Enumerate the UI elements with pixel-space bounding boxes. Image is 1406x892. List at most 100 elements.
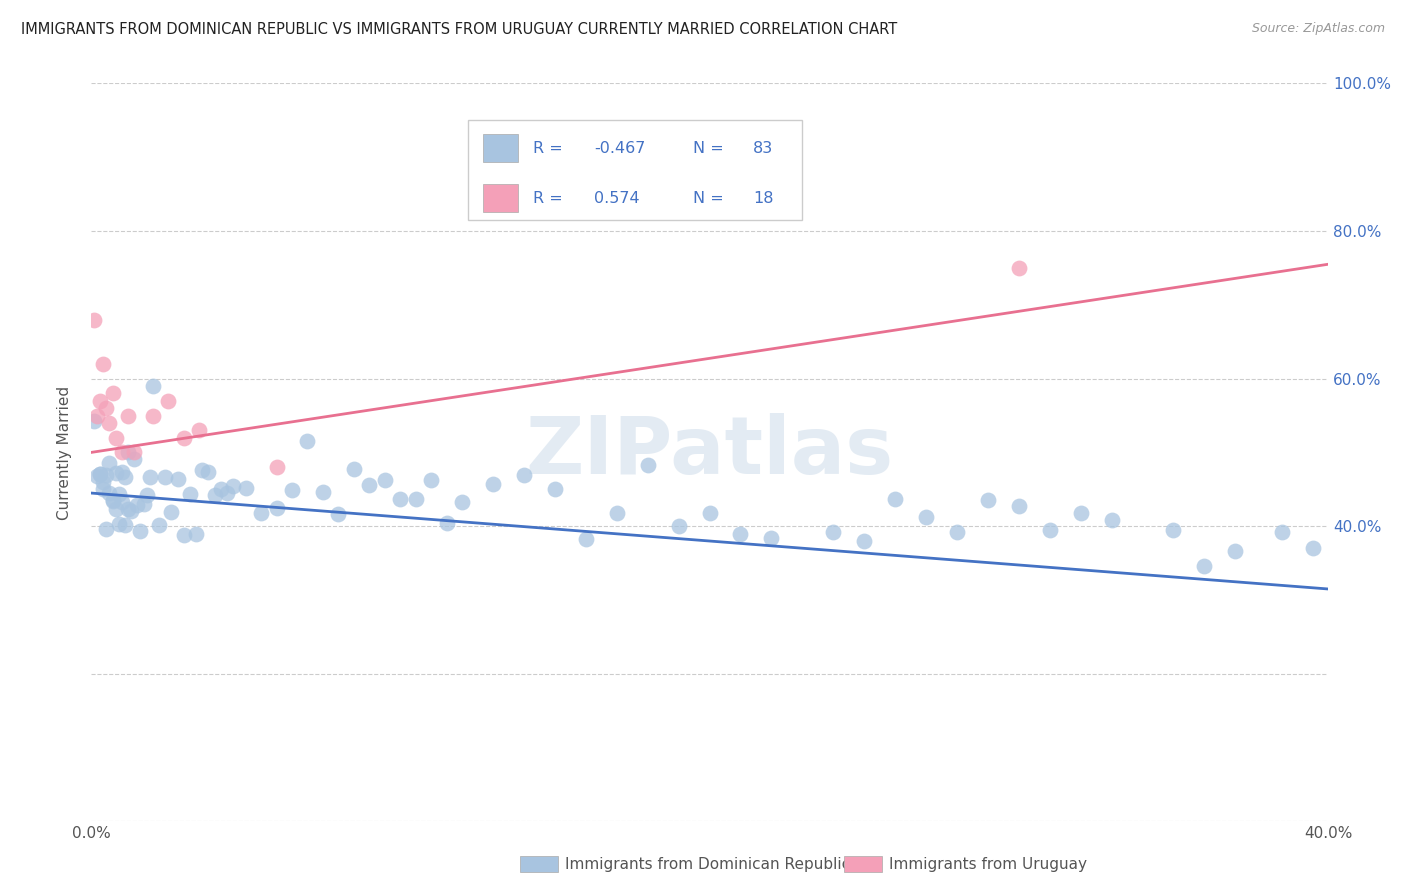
Text: R =: R = <box>533 191 572 205</box>
Point <box>142 409 165 423</box>
Point <box>606 506 628 520</box>
Text: N =: N = <box>693 191 730 205</box>
Point <box>204 488 226 502</box>
Text: R =: R = <box>533 141 568 156</box>
Point <box>281 483 304 497</box>
Point <box>127 498 149 512</box>
Point <box>117 444 139 458</box>
Point <box>129 524 152 538</box>
Point <box>157 393 180 408</box>
Point <box>312 484 335 499</box>
Point <box>853 533 876 548</box>
Text: Source: ZipAtlas.com: Source: ZipAtlas.com <box>1251 22 1385 36</box>
Point <box>328 507 350 521</box>
Point <box>699 506 721 520</box>
Bar <box>484 184 517 212</box>
Point <box>96 467 118 482</box>
Point <box>250 507 273 521</box>
Point <box>513 467 536 482</box>
Point <box>188 423 211 437</box>
Point <box>1039 523 1062 537</box>
Point <box>122 445 145 459</box>
Point <box>1163 523 1185 537</box>
Point <box>114 517 136 532</box>
Point <box>209 482 232 496</box>
Text: 18: 18 <box>752 191 773 205</box>
Point <box>111 445 134 459</box>
Point <box>96 401 118 416</box>
Point <box>83 312 105 326</box>
Point <box>117 409 139 423</box>
Point <box>101 386 124 401</box>
Point <box>148 518 170 533</box>
Point <box>91 483 114 497</box>
Point <box>89 393 111 408</box>
FancyBboxPatch shape <box>468 120 803 220</box>
Text: -0.467: -0.467 <box>595 141 645 156</box>
Point <box>104 466 127 480</box>
Point <box>117 501 139 516</box>
Point <box>297 434 319 448</box>
Point <box>637 458 659 473</box>
Point <box>83 414 105 428</box>
Point <box>343 462 366 476</box>
Point <box>946 524 969 539</box>
Point <box>1008 499 1031 513</box>
Point <box>111 495 134 509</box>
Point <box>1302 541 1324 555</box>
Point <box>89 467 111 481</box>
Point <box>544 482 567 496</box>
Point <box>138 470 160 484</box>
Point <box>266 500 288 515</box>
Point <box>668 519 690 533</box>
Point <box>482 476 505 491</box>
Point <box>884 491 907 506</box>
Point <box>107 516 129 531</box>
Point <box>1225 544 1247 558</box>
Point <box>420 473 443 487</box>
Point <box>222 479 245 493</box>
Point <box>405 492 427 507</box>
Point <box>91 475 114 489</box>
Point <box>89 467 111 482</box>
Point <box>111 465 134 479</box>
Point <box>1101 513 1123 527</box>
Point <box>173 528 195 542</box>
Point <box>104 431 127 445</box>
Point <box>699 194 721 209</box>
Text: IMMIGRANTS FROM DOMINICAN REPUBLIC VS IMMIGRANTS FROM URUGUAY CURRENTLY MARRIED : IMMIGRANTS FROM DOMINICAN REPUBLIC VS IM… <box>21 22 897 37</box>
Point <box>1271 524 1294 539</box>
Point <box>114 470 136 484</box>
Point <box>86 468 108 483</box>
Text: 83: 83 <box>752 141 773 156</box>
Text: N =: N = <box>693 141 730 156</box>
Text: 0.574: 0.574 <box>595 191 640 205</box>
Point <box>107 487 129 501</box>
Point <box>101 494 124 508</box>
Point <box>823 524 845 539</box>
Point <box>142 379 165 393</box>
Point <box>575 533 598 547</box>
Point <box>1008 260 1031 275</box>
Point <box>1070 506 1092 520</box>
Point <box>91 357 114 371</box>
Point <box>98 416 121 430</box>
Point <box>389 492 412 507</box>
Point <box>436 516 458 531</box>
Point <box>1194 559 1216 574</box>
Point <box>104 502 127 516</box>
Point <box>179 487 201 501</box>
Point <box>184 526 207 541</box>
Point <box>977 492 1000 507</box>
Point <box>359 478 381 492</box>
Point <box>215 485 238 500</box>
Point <box>235 482 257 496</box>
Point <box>98 456 121 470</box>
Point <box>374 473 396 487</box>
Point <box>730 526 752 541</box>
Point <box>96 522 118 536</box>
Y-axis label: Currently Married: Currently Married <box>58 385 72 519</box>
Point <box>135 488 157 502</box>
Text: ZIPatlas: ZIPatlas <box>526 414 894 491</box>
Point <box>915 509 938 524</box>
